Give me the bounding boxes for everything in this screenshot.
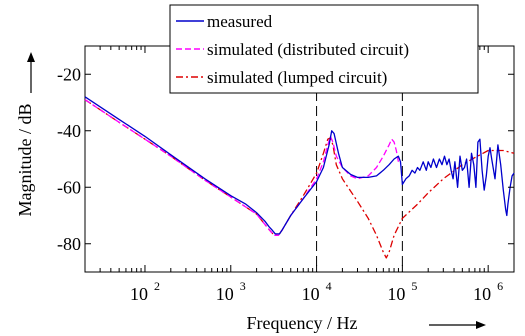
tick-labels: -20 -40 -60 -80 10 2 10 3 10 4 10 5 10 6 — [57, 64, 503, 304]
x-tick-label: 10 — [302, 284, 320, 304]
x-axis-arrow-icon — [429, 321, 486, 329]
series-line-1 — [84, 96, 515, 235]
y-tick-label: -60 — [57, 177, 81, 197]
y-axis-label: Magnitude / dB — [15, 104, 35, 217]
x-tick-label: 10 — [473, 284, 491, 304]
x-tick-label-exponent: 5 — [411, 279, 417, 293]
y-tick-label: -20 — [57, 64, 81, 84]
series-line-2 — [84, 99, 400, 236]
x-tick-label-exponent: 6 — [497, 279, 503, 293]
series-line-3 — [84, 99, 515, 259]
legend-box — [169, 4, 479, 94]
y-tick-label: -80 — [57, 234, 81, 254]
x-axis-label: Frequency / Hz — [247, 313, 358, 333]
y-tick-label: -40 — [57, 121, 81, 141]
x-tick-label: 10 — [216, 284, 234, 304]
series-layer — [84, 96, 515, 259]
x-tick-label-exponent: 4 — [326, 279, 332, 293]
legend: measured simulated (distributed circuit) s… — [169, 4, 479, 94]
legend-label: simulated (distributed circuit) — [207, 40, 409, 59]
x-tick-label-exponent: 2 — [154, 279, 160, 293]
y-axis-arrow-icon — [27, 52, 35, 93]
legend-label: measured — [207, 12, 273, 31]
x-tick-label: 10 — [130, 284, 148, 304]
x-tick-label: 10 — [387, 284, 405, 304]
x-tick-label-exponent: 3 — [240, 279, 246, 293]
legend-label: simulated (lumped circuit) — [207, 68, 387, 87]
